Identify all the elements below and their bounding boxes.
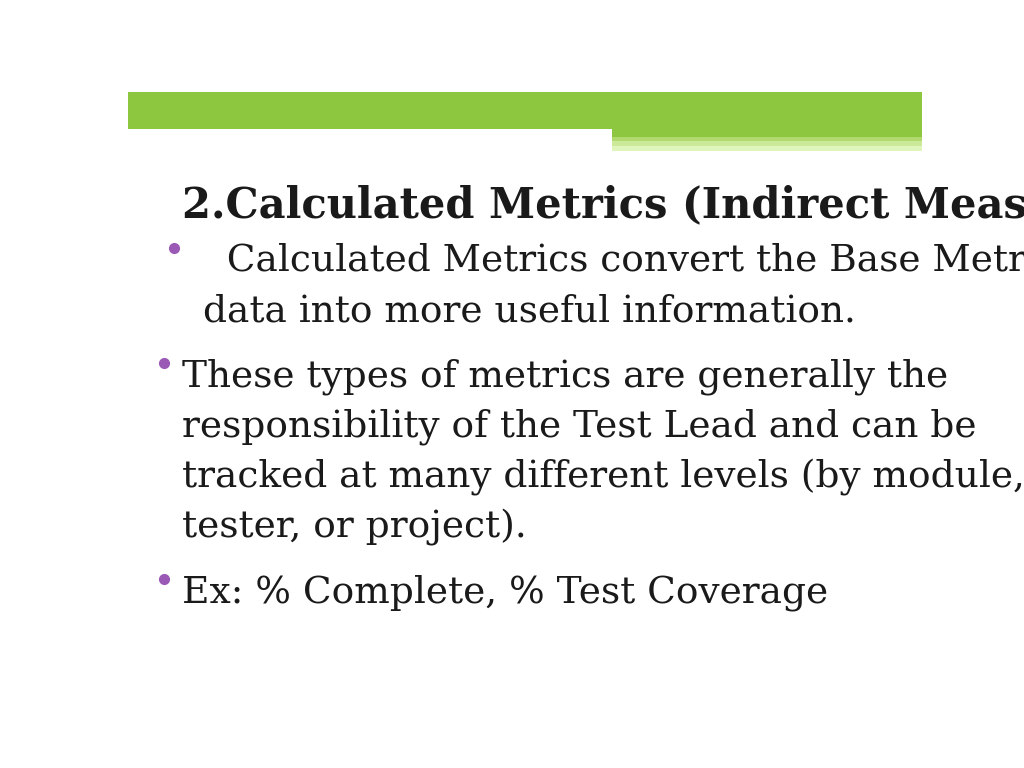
Text: 2.Calculated Metrics (Indirect Measure): 2.Calculated Metrics (Indirect Measure) <box>182 184 1024 226</box>
Text: Ex: % Complete, % Test Coverage: Ex: % Complete, % Test Coverage <box>182 574 828 611</box>
Bar <box>612 92 922 137</box>
Bar <box>612 146 922 151</box>
Text: tracked at many different levels (by module,: tracked at many different levels (by mod… <box>182 458 1024 496</box>
Bar <box>612 137 922 141</box>
Text: tester, or project).: tester, or project). <box>182 509 526 546</box>
Bar <box>612 141 922 146</box>
Text: Calculated Metrics convert the Base Metrics: Calculated Metrics convert the Base Metr… <box>204 243 1024 279</box>
Text: responsibility of the Test Lead and can be: responsibility of the Test Lead and can … <box>182 409 977 445</box>
Text: These types of metrics are generally the: These types of metrics are generally the <box>182 358 948 395</box>
Bar <box>128 92 612 129</box>
Text: data into more useful information.: data into more useful information. <box>204 293 856 329</box>
